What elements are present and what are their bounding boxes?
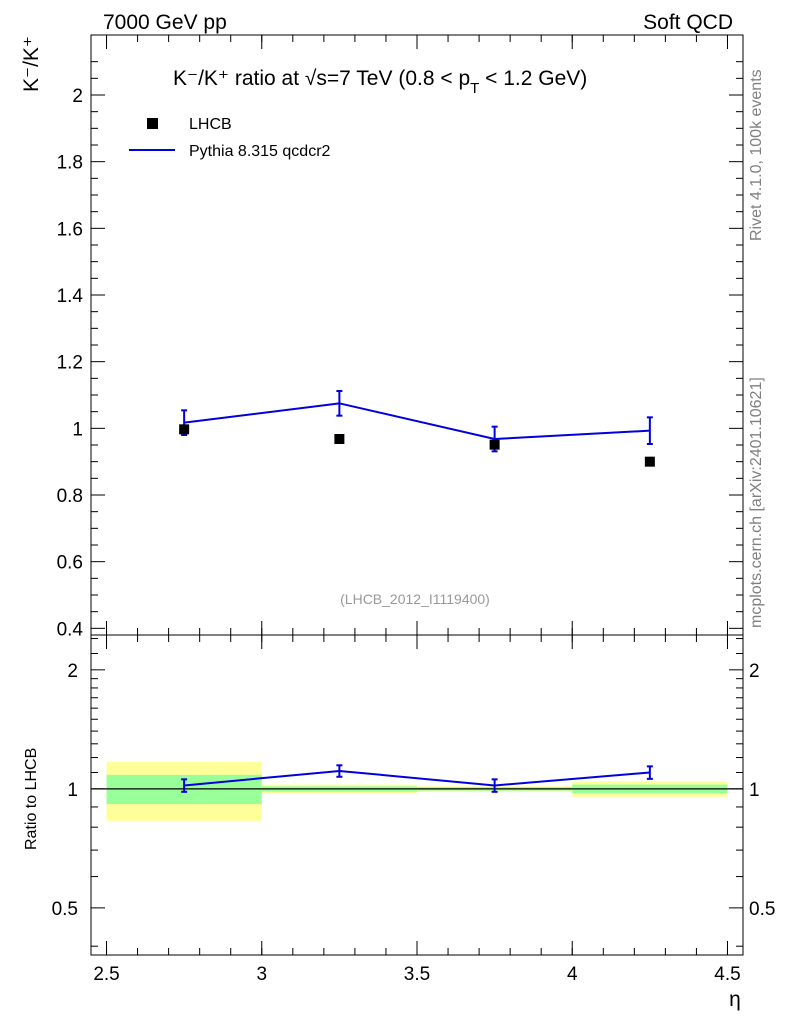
y-tick-label: 1.6 bbox=[57, 219, 83, 240]
legend-lhcb-marker bbox=[147, 118, 158, 129]
y-tick-label: 1.4 bbox=[57, 286, 84, 307]
header-left: 7000 GeV pp bbox=[103, 11, 227, 34]
y-tick-label: 0.6 bbox=[57, 553, 83, 574]
analysis-watermark: (LHCB_2012_I1119400) bbox=[340, 591, 490, 607]
y-tick-label: 1.8 bbox=[57, 153, 83, 174]
x-tick-label: 2.5 bbox=[93, 964, 119, 985]
ratio-y-tick-label-right: 1 bbox=[749, 780, 760, 801]
x-tick-label: 4.5 bbox=[714, 964, 740, 985]
lhcb-data-point bbox=[334, 434, 345, 444]
x-tick-label: 3.5 bbox=[404, 964, 430, 985]
ratio-pythia-line bbox=[184, 769, 650, 787]
y-tick-label: 1.2 bbox=[57, 353, 83, 374]
ratio-y-tick-label: 2 bbox=[67, 661, 78, 682]
ratio-y-tick-label-right: 0.5 bbox=[749, 899, 775, 920]
y-tick-label: 2 bbox=[72, 86, 83, 107]
mcplots-label: mcplots.cern.ch [arXiv:2401.10621] bbox=[748, 377, 765, 628]
main-plot-panel: 0.4 0.6 0.8 1 1.2 1.4 1.6 1.8 2 K⁻/K⁺ ratio at √… bbox=[20, 34, 744, 640]
plot-title: K⁻/K⁺ ratio at √s=7 TeV (0.8 < pT < 1.2 … bbox=[173, 67, 587, 97]
rivet-label: Rivet 4.1.0, 100k events bbox=[748, 69, 765, 241]
x-tick-label: 3 bbox=[256, 964, 267, 985]
y-tick-label: 0.4 bbox=[57, 619, 84, 640]
ratio-plot-panel: 0.5 0.5 1 1 2 2 2.5 3 3.5 4 4.5 Ratio to LHCB η bbox=[23, 634, 775, 1011]
y-tick-label: 1 bbox=[72, 419, 83, 440]
lhcb-data-point bbox=[644, 456, 655, 467]
lhcb-data-point bbox=[489, 439, 500, 450]
lhcb-data-point bbox=[179, 424, 190, 435]
x-axis-label: η bbox=[729, 988, 741, 1011]
legend-pythia-label: Pythia 8.315 qcdcr2 bbox=[189, 143, 331, 160]
y-axis-label: K⁻/K⁺ bbox=[20, 36, 43, 92]
ratio-y-axis-label: Ratio to LHCB bbox=[23, 748, 40, 850]
pythia-line bbox=[184, 402, 650, 441]
ratio-y-tick-label: 0.5 bbox=[52, 899, 78, 920]
x-tick-label: 4 bbox=[567, 964, 578, 985]
ratio-y-tick-label: 1 bbox=[67, 780, 78, 801]
header-right: Soft QCD bbox=[643, 11, 733, 34]
y-tick-label: 0.8 bbox=[57, 486, 83, 507]
legend-lhcb-label: LHCB bbox=[189, 116, 232, 133]
ratio-y-tick-label-right: 2 bbox=[749, 661, 760, 682]
